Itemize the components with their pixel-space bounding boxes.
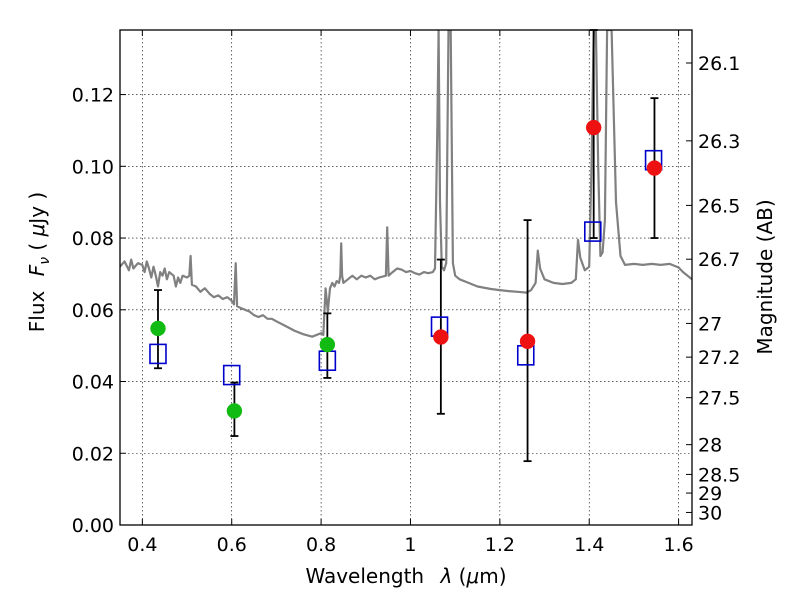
mag-tick-label: 28.5 [698, 464, 740, 486]
mag-tick-label: 29 [698, 483, 722, 505]
x-axis-label-unit-open: ( [452, 564, 466, 588]
data-point [226, 403, 243, 419]
markers [149, 119, 663, 419]
y-tick-label: 0.10 [72, 156, 114, 178]
model-photometry-square [222, 364, 241, 386]
y-tick-label: 0.04 [72, 372, 114, 394]
model-sed-line [120, 30, 692, 338]
x-tick-label: 1.4 [574, 534, 604, 556]
x-tick-label: 0.4 [127, 534, 157, 556]
y-axis-label-unit-rest: Jy ) [25, 192, 49, 226]
y-axis-label: Flux Fν ( μJy ) [25, 192, 53, 332]
data-point [585, 119, 602, 136]
x-axis-label-unit-rest: m) [479, 564, 506, 588]
y-axis-label-unit-open: ( [25, 236, 49, 257]
mag-tick-label: 27.2 [698, 347, 740, 369]
y-tick-label: 0.08 [72, 228, 114, 250]
x-axis-label-unit-mu: μ [466, 564, 480, 588]
mag-tick-label: 28 [698, 435, 722, 457]
x-axis: 0.4 0.6 0.8 1 1.2 1.4 1.6 [127, 30, 694, 556]
data-point [433, 329, 449, 345]
y-axis-label-text: Flux [25, 290, 49, 332]
mag-tick-label: 26.1 [698, 53, 740, 75]
y-tick-label: 0.12 [72, 85, 114, 107]
y-axis-label-symbol: F [25, 264, 49, 276]
y-axis-label-sub: ν [37, 257, 53, 265]
mag-tick-label: 27 [698, 313, 722, 335]
y-axis-label-unit-mu: μ [25, 224, 49, 238]
data-point [646, 160, 663, 176]
model-photometry-square [583, 221, 602, 242]
x-axis-label-text: Wavelength [305, 564, 424, 588]
mag-tick-label: 30 [698, 502, 722, 524]
y-tick-label: 0.02 [72, 443, 114, 465]
x-axis-label: Wavelength λ (μm) [305, 564, 506, 588]
data-point [519, 333, 536, 350]
mag-tick-label: 27.5 [698, 388, 740, 410]
x-tick-label: 1 [404, 534, 416, 556]
x-axis-label-symbol: λ [439, 564, 452, 588]
mag-tick-label: 26.7 [698, 249, 740, 271]
data-point [150, 320, 166, 337]
plot-frame [119, 29, 693, 526]
mag-tick-label: 26.5 [698, 195, 740, 217]
x-tick-label: 0.6 [217, 534, 247, 556]
mag-tick-label: 26.3 [698, 131, 740, 153]
y-tick-label: 0.00 [72, 515, 114, 537]
model-photometry-square [149, 343, 167, 365]
error-bars [153, 29, 659, 463]
y-tick-label: 0.06 [72, 300, 114, 322]
right-axis-label: Magnitude (AB) [753, 199, 777, 354]
plot-area [120, 30, 692, 338]
x-tick-label: 1.6 [663, 534, 693, 556]
x-tick-label: 1.2 [485, 534, 515, 556]
x-tick-label: 0.8 [306, 534, 336, 556]
y-axis: 0.00 0.02 0.04 0.06 0.08 0.10 0.12 [72, 85, 126, 537]
data-point [319, 336, 336, 353]
